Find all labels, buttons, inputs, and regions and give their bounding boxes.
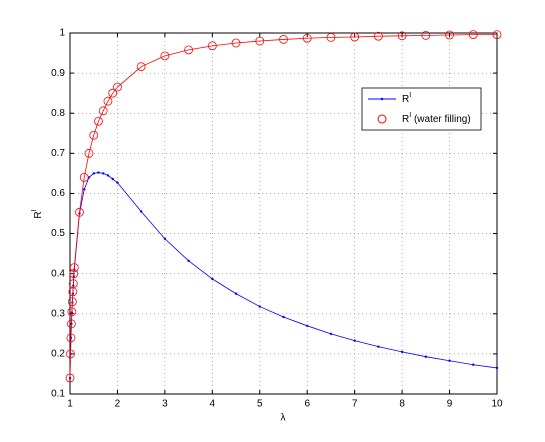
data-point	[68, 279, 78, 289]
data-point	[255, 36, 265, 46]
data-point	[472, 363, 475, 366]
data-point	[400, 350, 404, 354]
y-tick-label: 0.8	[51, 108, 65, 119]
data-point	[116, 181, 119, 184]
x-tick-label: 4	[210, 399, 216, 410]
plot-frame	[69, 32, 498, 395]
y-tick-label: 0.4	[51, 268, 65, 279]
data-point	[258, 305, 261, 308]
data-point	[350, 32, 360, 42]
data-point	[108, 88, 118, 98]
data-point	[102, 172, 105, 175]
y-tick-label: 0.6	[51, 188, 65, 199]
data-point	[111, 177, 114, 181]
legend-marker	[380, 97, 384, 101]
y-tick-label: 0.9	[51, 68, 65, 79]
data-point	[84, 148, 94, 158]
legend-label: RI (water filling)	[402, 112, 471, 125]
data-point	[424, 355, 428, 358]
data-point	[184, 45, 194, 55]
data-point	[187, 259, 190, 263]
data-point	[448, 359, 451, 362]
data-point	[97, 171, 100, 174]
y-tick-label: 0.7	[51, 148, 65, 159]
x-tick-label: 6	[304, 399, 310, 410]
legend-sup: I	[409, 112, 411, 119]
legend-label: RI	[402, 92, 411, 105]
data-point	[67, 307, 77, 317]
data-point	[66, 333, 76, 343]
data-point	[468, 30, 478, 40]
x-tick-label: 8	[399, 399, 405, 410]
x-tick-label: 7	[352, 399, 358, 410]
y-tick-label: 0.2	[51, 349, 65, 360]
legend-name: R	[402, 94, 409, 105]
y-label-main: R	[33, 211, 44, 218]
series-line	[69, 34, 497, 378]
data-point	[373, 31, 383, 41]
data-point	[89, 130, 99, 140]
data-point	[160, 51, 170, 61]
data-point	[69, 269, 79, 279]
data-point	[279, 35, 288, 44]
data-point	[306, 324, 309, 328]
data-point	[139, 210, 143, 213]
data-point	[163, 237, 167, 240]
data-point	[377, 345, 380, 348]
data-point	[353, 339, 356, 342]
data-point	[67, 319, 76, 329]
data-point	[231, 38, 241, 48]
data-point	[421, 31, 431, 40]
data-point	[83, 188, 86, 191]
x-tick-label: 9	[447, 399, 453, 410]
data-point	[445, 30, 454, 40]
data-point	[98, 106, 108, 116]
data-point	[136, 62, 146, 72]
data-point	[211, 277, 214, 281]
x-tick-label: 3	[162, 399, 168, 410]
y-tick-label: 0.1	[51, 389, 65, 400]
legend-sup: I	[409, 92, 411, 99]
data-point	[234, 292, 238, 295]
data-point	[79, 172, 89, 182]
legend-name: R	[402, 114, 409, 125]
x-tick-label: 1	[67, 399, 73, 410]
data-point	[495, 366, 499, 370]
y-tick-label: 0.5	[51, 228, 65, 239]
data-point	[282, 315, 285, 319]
y-axis-label: RI	[31, 209, 44, 218]
data-point	[92, 172, 95, 175]
x-tick-label: 2	[115, 399, 121, 410]
data-point	[75, 207, 84, 217]
data-point	[207, 41, 217, 51]
data-point	[492, 30, 502, 40]
y-label-sup: I	[31, 209, 38, 211]
data-point	[103, 96, 113, 106]
y-tick-label: 1	[59, 28, 65, 39]
x-axis-label: λ	[281, 413, 286, 424]
data-point	[113, 82, 122, 92]
x-tick-label: 10	[491, 399, 503, 410]
data-point	[69, 263, 79, 273]
data-point	[65, 373, 75, 383]
legend-marker	[377, 114, 387, 124]
data-point	[66, 349, 75, 359]
x-tick-label: 5	[257, 399, 263, 410]
legend-suffix: (water filling)	[411, 114, 470, 125]
data-point	[397, 31, 407, 41]
data-point	[329, 332, 333, 336]
data-point	[326, 33, 336, 42]
data-point	[302, 33, 312, 43]
y-tick-label: 0.3	[51, 308, 65, 319]
data-point	[106, 174, 110, 177]
data-point	[94, 116, 103, 126]
data-point	[67, 297, 77, 307]
